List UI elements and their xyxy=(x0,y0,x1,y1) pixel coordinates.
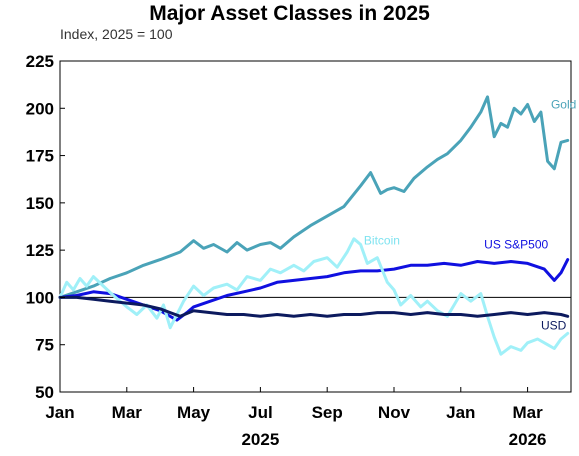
x-tick-label: Jan xyxy=(446,403,475,422)
x-tick-label: May xyxy=(177,403,211,422)
x-tick-label: Jul xyxy=(248,403,273,422)
x-tick-label: Jan xyxy=(45,403,74,422)
series-label-gold: Gold xyxy=(551,97,576,111)
y-tick-label: 200 xyxy=(26,99,54,118)
y-tick-label: 150 xyxy=(26,194,54,213)
series-line-bitcoin xyxy=(58,237,570,356)
y-tick-label: 225 xyxy=(26,52,54,71)
y-tick-label: 125 xyxy=(26,241,54,260)
series-layer xyxy=(58,95,570,356)
series-labels: Gold Bitcoin US S&P500 USD xyxy=(364,97,576,332)
series-label-us-s-p500: US S&P500 xyxy=(484,237,548,251)
plot-border xyxy=(59,60,572,393)
series-line-usd xyxy=(58,295,570,318)
x-tick-label: Nov xyxy=(378,403,411,422)
series-label-usd: USD xyxy=(541,319,567,333)
series-line-gold xyxy=(58,95,570,299)
x-axis-ticks: Jan Mar May Jul Sep Nov Jan Mar 2025 2026 xyxy=(45,387,546,449)
y-axis-ticks: 50 75 100 125 150 175 200 225 xyxy=(26,52,65,402)
x-tick-label: Sep xyxy=(312,403,343,422)
chart-title: Major Asset Classes in 2025 xyxy=(149,2,430,25)
x-tick-label: Mar xyxy=(512,403,543,422)
x-year-label: 2026 xyxy=(509,430,547,449)
x-year-label: 2025 xyxy=(241,430,279,449)
y-tick-label: 50 xyxy=(35,383,54,402)
series-label-bitcoin: Bitcoin xyxy=(364,233,400,247)
y-tick-label: 175 xyxy=(26,147,54,166)
plot-frame xyxy=(59,60,572,393)
y-tick-label: 100 xyxy=(26,288,54,307)
y-tick-label: 75 xyxy=(35,336,54,355)
chart-subtitle: Index, 2025 = 100 xyxy=(60,26,173,42)
x-tick-label: Mar xyxy=(112,403,143,422)
